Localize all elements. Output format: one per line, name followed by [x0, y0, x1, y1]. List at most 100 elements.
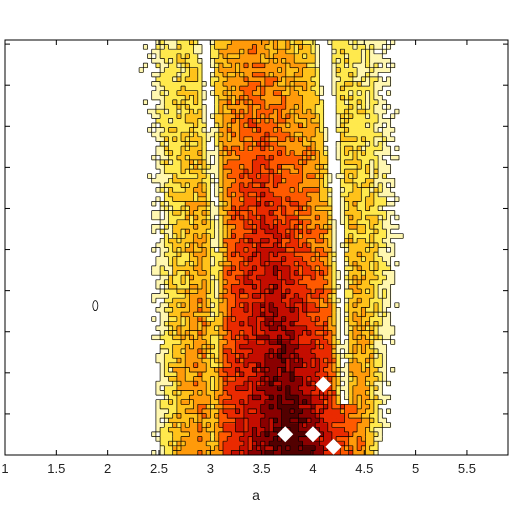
- heatmap-cell: [340, 90, 346, 96]
- heatmap-cell: [164, 339, 170, 345]
- heatmap-cell: [319, 436, 325, 442]
- heatmap-cell: [327, 321, 333, 327]
- heatmap-cell: [264, 164, 270, 170]
- heatmap-cell: [344, 53, 350, 60]
- heatmap-cell: [252, 76, 258, 83]
- heatmap-cell: [394, 224, 400, 230]
- heatmap-cell: [310, 247, 316, 253]
- heatmap-cell: [298, 284, 304, 290]
- heatmap-cell: [369, 159, 375, 166]
- heatmap-cell: [357, 335, 362, 341]
- heatmap-cell: [344, 136, 350, 143]
- heatmap-cell: [256, 289, 262, 295]
- heatmap-cell: [189, 252, 195, 258]
- heatmap-cell: [151, 335, 157, 341]
- heatmap-cell: [239, 381, 245, 387]
- heatmap-cell: [214, 339, 220, 345]
- heatmap-cell: [172, 210, 178, 216]
- heatmap-cell: [285, 284, 291, 290]
- heatmap-cell: [394, 302, 400, 309]
- heatmap-cell: [344, 113, 350, 119]
- heatmap-cell: [227, 279, 232, 285]
- heatmap-cell: [340, 104, 346, 110]
- heatmap-cell: [386, 224, 392, 230]
- heatmap-cell: [260, 362, 266, 368]
- heatmap-cell: [239, 164, 245, 170]
- heatmap-cell: [202, 408, 207, 415]
- heatmap-cell: [306, 238, 312, 244]
- heatmap-cell: [365, 418, 371, 424]
- heatmap-cell: [294, 270, 300, 276]
- heatmap-cell: [264, 233, 270, 239]
- heatmap-cell: [243, 210, 249, 216]
- heatmap-cell: [227, 233, 232, 239]
- heatmap-cell: [248, 252, 253, 258]
- heatmap-cell: [290, 219, 295, 226]
- heatmap-cell: [331, 339, 337, 345]
- heatmap-cell: [306, 284, 312, 290]
- heatmap-cell: [256, 390, 262, 396]
- heatmap-cell: [310, 44, 316, 50]
- heatmap-cell: [143, 99, 149, 106]
- heatmap-cell: [172, 109, 178, 115]
- heatmap-cell: [189, 146, 195, 152]
- heatmap-cell: [202, 298, 207, 304]
- heatmap-cell: [344, 312, 350, 318]
- heatmap-cell: [294, 233, 300, 239]
- heatmap-cell: [155, 408, 161, 415]
- heatmap-cell: [185, 353, 191, 359]
- heatmap-cell: [331, 44, 337, 50]
- heatmap-cell: [256, 372, 262, 378]
- heatmap-cell: [256, 72, 262, 78]
- heatmap-cell: [365, 431, 371, 438]
- heatmap-cell: [302, 348, 308, 355]
- heatmap-cell: [168, 413, 174, 419]
- heatmap-cell: [281, 279, 287, 285]
- heatmap-cell: [160, 265, 165, 272]
- heatmap-cell: [365, 72, 371, 78]
- heatmap-cell: [172, 72, 178, 78]
- heatmap-cell: [348, 90, 354, 96]
- heatmap-cell: [386, 201, 392, 207]
- heatmap-cell: [172, 404, 178, 410]
- heatmap-cell: [181, 99, 186, 106]
- heatmap-cell: [323, 196, 329, 202]
- heatmap-cell: [290, 104, 295, 110]
- heatmap-cell: [365, 353, 371, 359]
- heatmap-cell: [164, 376, 170, 382]
- heatmap-cell: [348, 422, 354, 428]
- heatmap-cell: [160, 95, 165, 101]
- heatmap-cell: [176, 418, 182, 424]
- heatmap-cell: [357, 178, 362, 184]
- heatmap-cell: [197, 316, 203, 322]
- heatmap-cell: [365, 132, 371, 138]
- heatmap-cell: [298, 63, 304, 69]
- heatmap-cell: [361, 123, 367, 129]
- heatmap-cell: [168, 67, 174, 73]
- heatmap-cell: [269, 413, 274, 419]
- heatmap-cell: [310, 233, 316, 239]
- heatmap-cell: [319, 418, 325, 424]
- heatmap-cell: [369, 372, 375, 378]
- heatmap-cell: [269, 353, 274, 359]
- heatmap-cell: [323, 293, 329, 299]
- heatmap-cell: [227, 238, 232, 244]
- heatmap-cell: [155, 427, 161, 433]
- heatmap-cell: [378, 169, 383, 175]
- heatmap-cell: [269, 275, 274, 281]
- heatmap-cell: [331, 413, 337, 419]
- heatmap-cell: [252, 159, 258, 166]
- heatmap-cell: [252, 298, 258, 304]
- heatmap-cell: [369, 302, 375, 309]
- heatmap-cell: [210, 49, 216, 55]
- heatmap-cell: [344, 99, 350, 106]
- heatmap-cell: [235, 155, 241, 161]
- heatmap-cell: [290, 173, 295, 179]
- heatmap-cell: [357, 325, 362, 332]
- heatmap-cell: [193, 233, 199, 239]
- heatmap-cell: [235, 270, 241, 276]
- heatmap-cell: [277, 450, 283, 455]
- heatmap-cell: [185, 81, 191, 87]
- heatmap-cell: [357, 187, 362, 193]
